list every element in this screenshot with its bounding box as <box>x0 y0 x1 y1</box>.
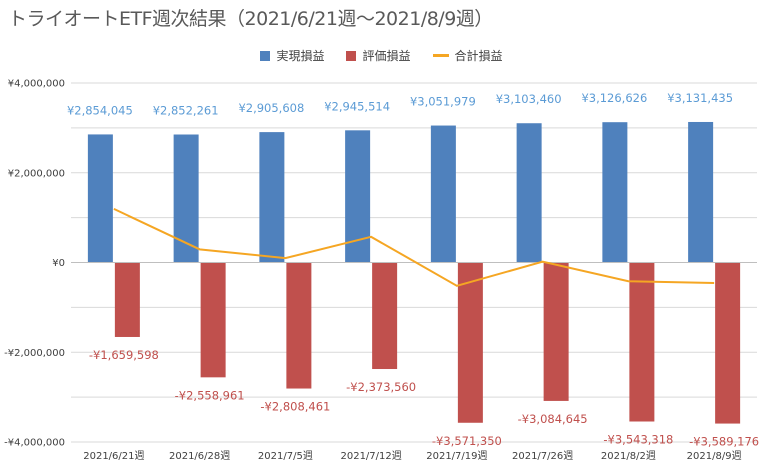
bar-realized <box>688 121 714 263</box>
data-label-unrealized: -¥3,571,350 <box>432 434 502 448</box>
y-tick-label: ¥2,000,000 <box>8 168 65 179</box>
y-tick-label: ¥0 <box>52 258 65 269</box>
legend-swatch-total <box>432 54 449 57</box>
bar-realized <box>430 125 456 263</box>
x-tick-label: 2021/7/26週 <box>512 450 573 462</box>
bar-unrealized <box>372 262 398 370</box>
bar-realized <box>173 134 199 263</box>
legend-label-realized: 実現損益 <box>276 49 325 63</box>
y-tick-label: ¥4,000,000 <box>8 79 65 90</box>
bar-realized <box>259 132 285 263</box>
legend-label-total: 合計損益 <box>454 49 503 63</box>
legend-label-unrealized: 評価損益 <box>362 49 411 63</box>
data-label-unrealized: -¥2,808,461 <box>260 400 330 414</box>
x-tick-label: 2021/7/5週 <box>258 450 313 462</box>
data-label-unrealized: -¥3,589,176 <box>689 435 759 449</box>
data-label-realized: ¥3,103,460 <box>496 92 562 106</box>
bar-unrealized <box>200 262 226 378</box>
x-tick-label: 2021/7/19週 <box>426 450 487 462</box>
y-tick-label: -¥4,000,000 <box>4 438 65 449</box>
x-tick-label: 2021/6/28週 <box>169 450 230 462</box>
bar-unrealized <box>543 262 569 401</box>
bar-unrealized <box>457 262 483 423</box>
data-label-realized: ¥2,905,608 <box>238 101 304 115</box>
data-label-realized: ¥3,051,979 <box>410 95 476 109</box>
y-tick-label: -¥2,000,000 <box>4 348 65 359</box>
x-tick-label: 2021/8/9週 <box>687 450 742 462</box>
x-tick-label: 2021/6/21週 <box>83 450 144 462</box>
legend-item-realized: 実現損益 <box>260 47 324 64</box>
line-total <box>113 207 715 287</box>
bar-unrealized <box>715 262 741 424</box>
data-label-realized: ¥2,852,261 <box>153 104 219 118</box>
chart-title: トライオートETF週次結果（2021/6/21週〜2021/8/9週） <box>8 8 493 30</box>
data-label-realized: ¥3,126,626 <box>581 91 647 105</box>
data-label-unrealized: -¥3,543,318 <box>603 433 673 447</box>
bar-realized <box>87 134 113 263</box>
data-label-realized: ¥2,945,514 <box>324 99 390 113</box>
bar-realized <box>516 123 542 263</box>
data-label-unrealized: -¥2,373,560 <box>346 380 416 394</box>
legend-swatch-realized <box>260 50 271 61</box>
legend: 実現損益 評価損益 合計損益 <box>0 47 763 64</box>
bar-unrealized <box>114 262 140 337</box>
data-label-unrealized: -¥1,659,598 <box>89 348 159 362</box>
legend-item-total: 合計損益 <box>432 47 503 64</box>
data-label-realized: ¥3,131,435 <box>667 91 733 105</box>
x-tick-label: 2021/8/2週 <box>601 450 656 462</box>
x-tick-label: 2021/7/12週 <box>340 450 401 462</box>
bar-unrealized <box>286 262 312 389</box>
legend-item-unrealized: 評価損益 <box>346 47 411 64</box>
data-label-unrealized: -¥2,558,961 <box>175 388 245 402</box>
data-label-unrealized: -¥3,084,645 <box>518 412 588 426</box>
legend-swatch-unrealized <box>346 50 357 61</box>
bar-realized <box>602 122 628 263</box>
bar-unrealized <box>629 262 655 422</box>
data-label-realized: ¥2,854,045 <box>67 103 133 117</box>
